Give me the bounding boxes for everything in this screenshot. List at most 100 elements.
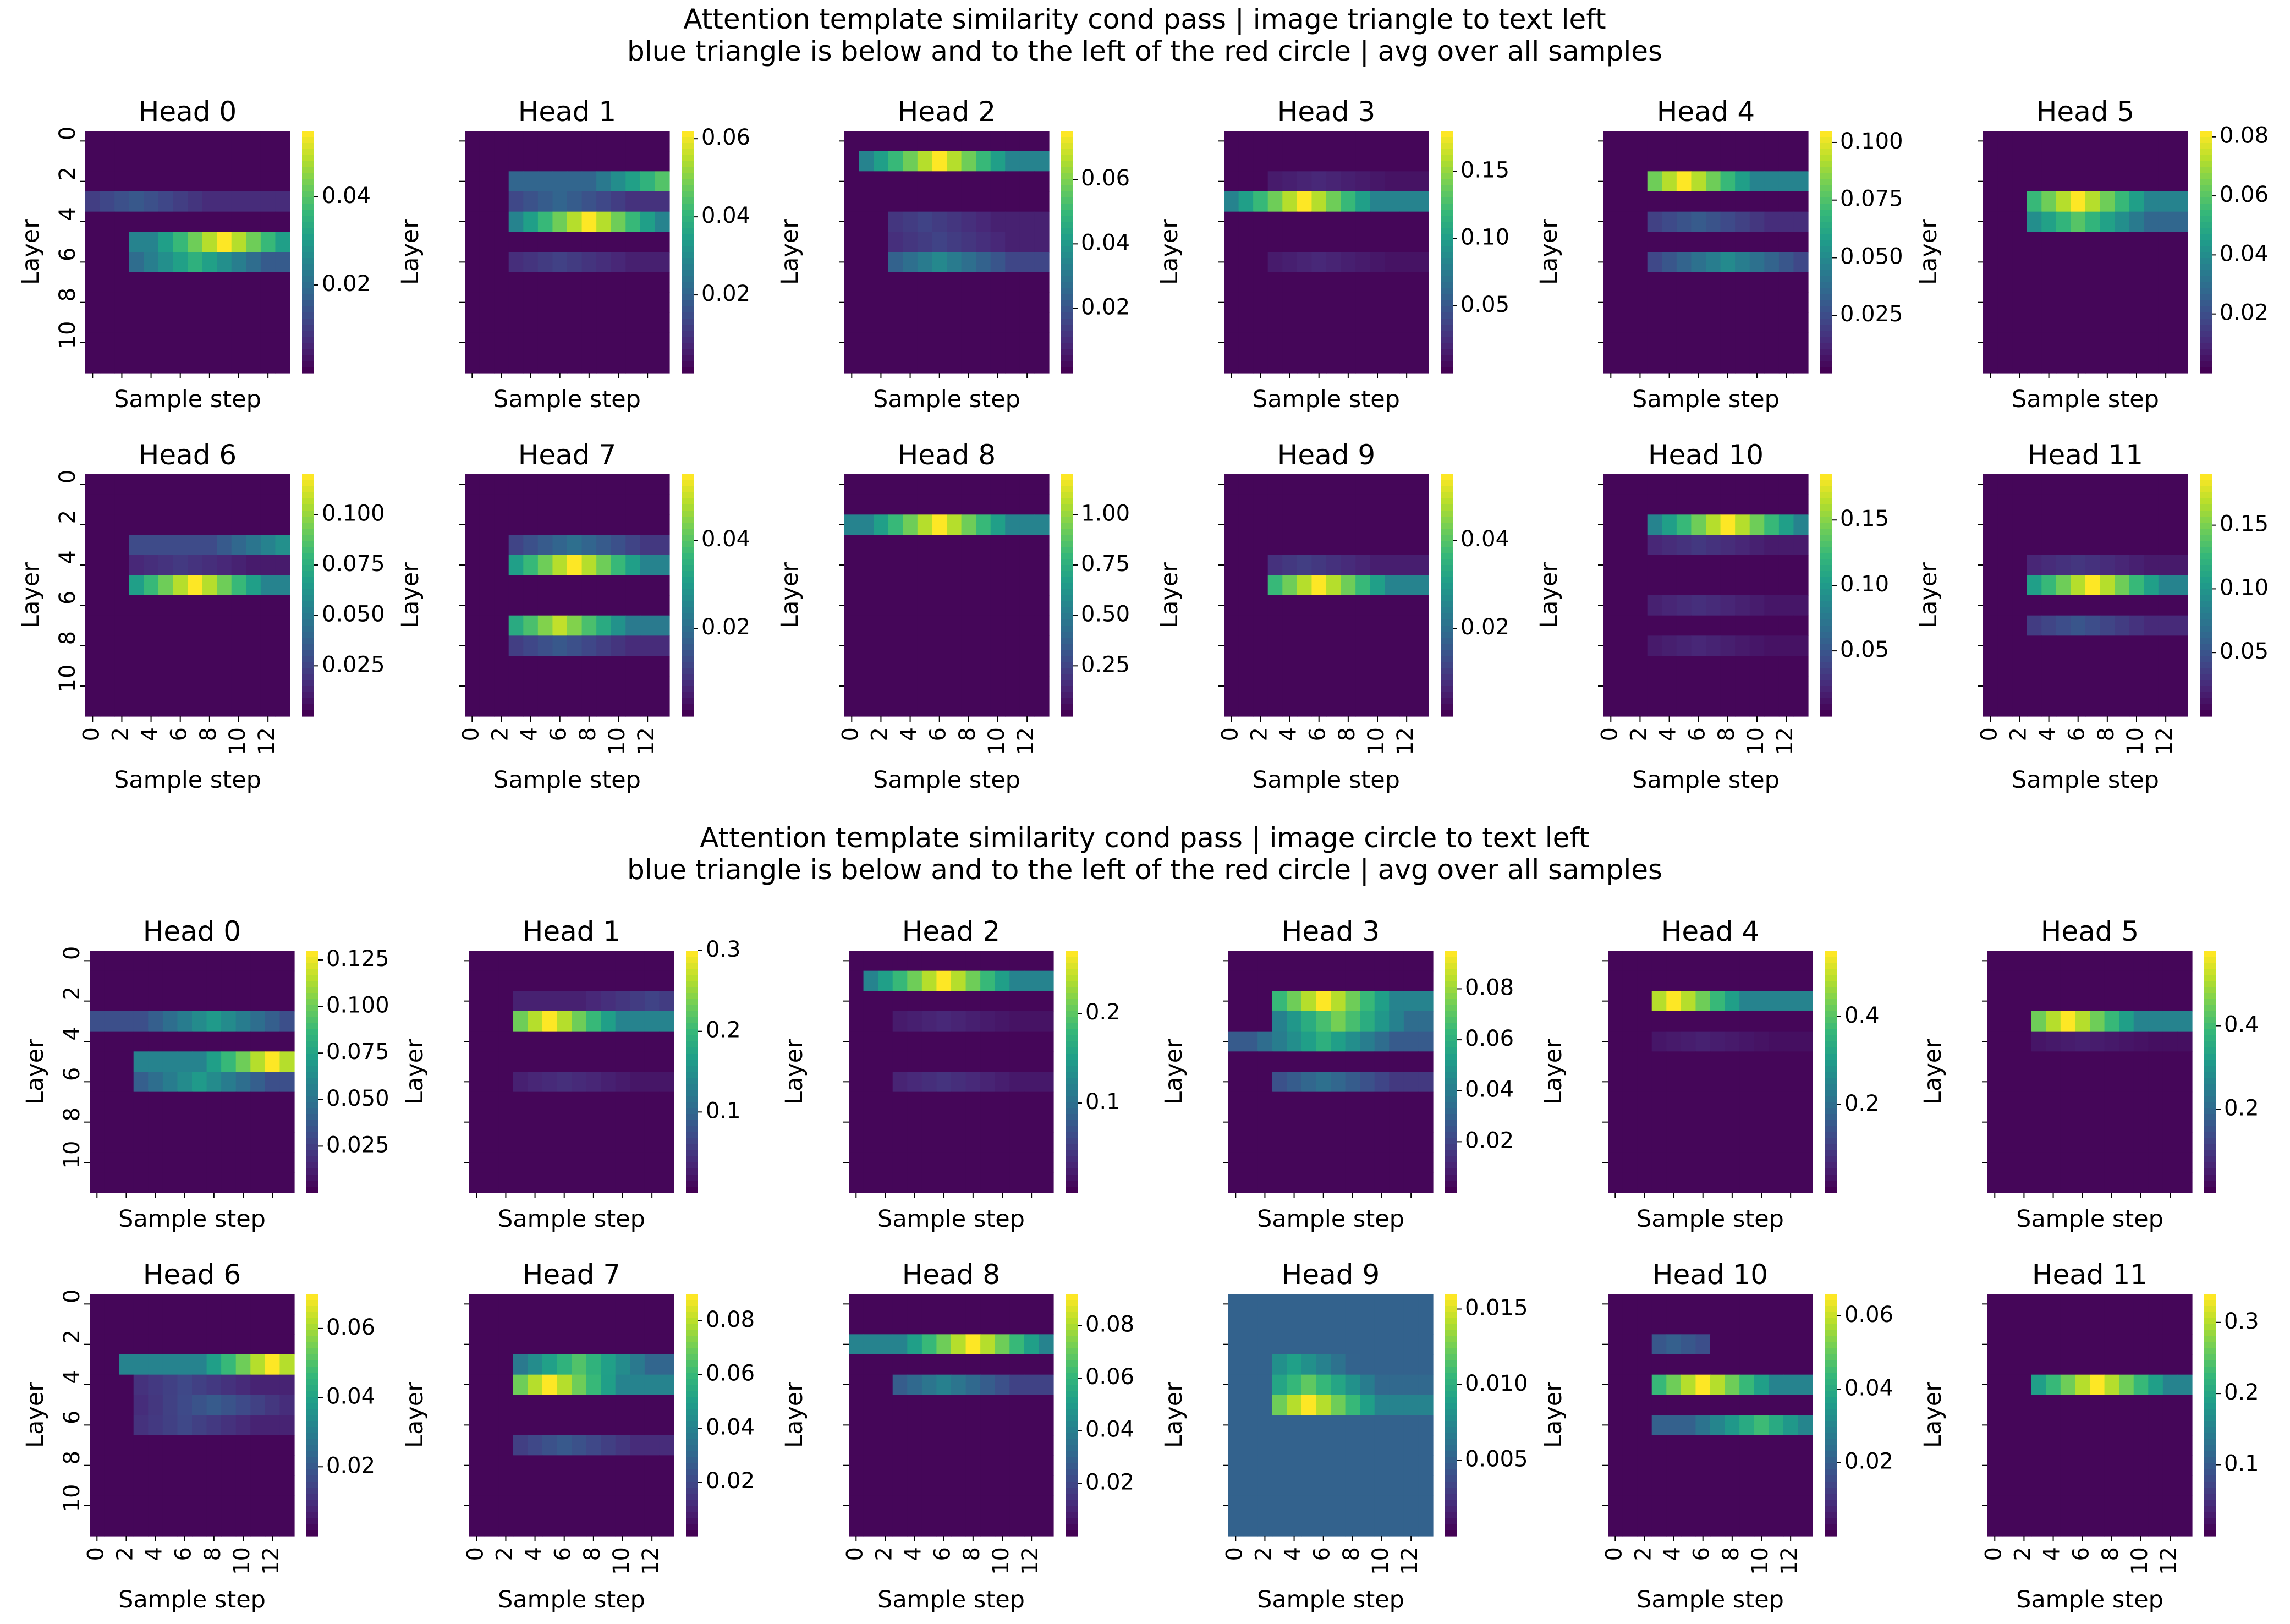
heatmap-cell <box>1267 615 1283 636</box>
heatmap-cell <box>2158 151 2174 172</box>
heatmap-cell <box>2002 1152 2017 1173</box>
colorbar-segment <box>1820 583 1832 590</box>
heatmap-cell <box>976 151 991 172</box>
heatmap-cell <box>567 211 583 232</box>
heatmap-cell <box>279 1334 295 1355</box>
heatmap-cell <box>625 474 641 495</box>
heatmap-cell <box>114 676 130 696</box>
heatmap-cell <box>1403 1051 1419 1072</box>
heatmap-cell <box>119 1072 134 1093</box>
heatmap-cell <box>557 1091 572 1112</box>
heatmap-cell <box>2119 1172 2134 1193</box>
heatmap-cell <box>1326 211 1342 232</box>
heatmap-cell <box>1414 211 1429 232</box>
heatmap-cell <box>2148 1051 2163 1072</box>
heatmap-cell <box>2158 494 2174 515</box>
heatmap-cell <box>2027 151 2042 172</box>
colorbar-segment <box>1820 282 1832 289</box>
heatmap-cell <box>2129 474 2144 495</box>
heatmap-cell <box>542 1294 558 1315</box>
heatmap-cell <box>235 951 251 972</box>
heatmap-cell <box>1257 1314 1273 1335</box>
colorbar-segment <box>1061 535 1073 541</box>
heatmap-cell <box>1414 575 1429 596</box>
colorbar-segment <box>2200 644 2212 650</box>
colorbar-segment <box>2200 619 2212 626</box>
heatmap-cell <box>951 991 966 1012</box>
heatmap-cell <box>2046 1031 2061 1052</box>
heatmap-cell <box>659 951 674 972</box>
heatmap-cell <box>1651 1051 1667 1072</box>
heatmap-cell <box>250 1172 266 1193</box>
heatmap-cell <box>1034 535 1050 556</box>
heatmap-cell <box>231 494 246 515</box>
colorbar-segment <box>1066 1047 1078 1054</box>
heatmap-cell <box>1725 1172 1740 1193</box>
heatmap-cell <box>849 1031 864 1052</box>
heatmap-cell <box>907 1031 922 1052</box>
heatmap-cell <box>903 514 918 535</box>
heatmap-cell <box>1666 1172 1682 1193</box>
heatmap-cell <box>162 1051 178 1072</box>
heatmap-cell <box>1793 635 1809 656</box>
heatmap-cell <box>1019 575 1035 596</box>
x-tick-label: 0 <box>1976 727 2002 741</box>
colorbar-segment <box>306 1126 318 1133</box>
colorbar-segment <box>1825 1066 1837 1072</box>
heatmap-cell <box>202 494 217 515</box>
heatmap-cell <box>494 575 509 596</box>
heatmap-cell <box>659 1091 674 1112</box>
heatmap-cell <box>1345 1091 1360 1112</box>
x-tick-label: 4 <box>1656 727 1681 741</box>
heatmap-cell <box>903 151 918 172</box>
heatmap-cell <box>615 1475 630 1496</box>
heatmap-cell <box>1253 676 1268 696</box>
heatmap-cell <box>494 292 509 313</box>
heatmap-cell <box>980 1455 996 1476</box>
colorbar-segment <box>1820 613 1832 620</box>
heatmap-cell <box>1287 951 1302 972</box>
heatmap-cell <box>177 1374 193 1395</box>
heatmap-cell <box>250 1354 266 1375</box>
heatmap-cell <box>119 1354 134 1375</box>
heatmap-cell <box>508 575 524 596</box>
colorbar-segment <box>1825 1138 1837 1145</box>
colorbar-segment <box>302 632 314 638</box>
heatmap-cell <box>601 1132 616 1153</box>
heatmap-cell <box>1238 535 1254 556</box>
heatmap-cell <box>1331 1031 1346 1052</box>
heatmap-cell <box>586 1314 601 1335</box>
heatmap-cell <box>1710 1112 1726 1133</box>
heatmap-cell <box>465 252 480 273</box>
colorbar-segment <box>686 1096 698 1102</box>
heatmap-cell <box>144 232 159 253</box>
heatmap-cell <box>1662 171 1677 192</box>
heatmap-cell <box>542 991 558 1012</box>
colorbar-segment <box>2200 137 2212 144</box>
heatmap-cell <box>921 1294 937 1315</box>
colorbar-segment <box>1066 1457 1078 1464</box>
colorbar-segment <box>1445 1011 1457 1018</box>
heatmap-cell <box>1603 656 1619 677</box>
heatmap-cell <box>995 1152 1010 1173</box>
colorbar-segment <box>306 1017 318 1024</box>
heatmap-cell <box>611 474 626 495</box>
heatmap-cell <box>2085 312 2101 333</box>
colorbar-tick-label: 0.10 <box>1460 225 1509 250</box>
heatmap-cell <box>231 656 246 677</box>
x-tick-label: 4 <box>521 1547 547 1561</box>
heatmap-cell <box>1399 332 1415 353</box>
heatmap-cell <box>615 1435 630 1456</box>
heatmap-cell <box>2100 252 2115 273</box>
colorbar-segment <box>2204 951 2216 957</box>
heatmap-cell <box>173 131 188 152</box>
heatmap-cell <box>1637 970 1652 991</box>
heatmap-cell <box>1301 1152 1317 1173</box>
heatmap-cell <box>469 991 485 1012</box>
colorbar-segment <box>1061 161 1073 168</box>
heatmap-cell <box>596 595 612 616</box>
x-tick-label: 6 <box>930 1547 955 1561</box>
heatmap-cell <box>917 131 933 152</box>
heatmap-cell <box>246 312 261 333</box>
